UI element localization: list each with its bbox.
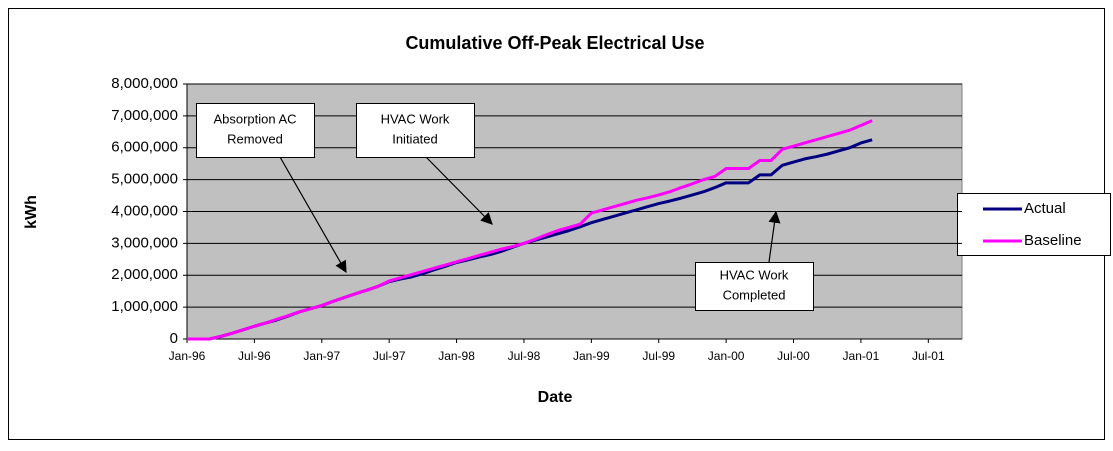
annotation-text: Absorption AC bbox=[213, 111, 296, 126]
annotation-text: HVAC Work bbox=[381, 111, 450, 126]
annotation-text: Initiated bbox=[392, 131, 438, 146]
y-tick-label: 3,000,000 bbox=[111, 234, 178, 251]
annotation-text: HVAC Work bbox=[720, 267, 789, 282]
x-tick-label: Jul-00 bbox=[777, 349, 810, 363]
x-tick-label: Jul-01 bbox=[912, 349, 945, 363]
y-tick-label: 5,000,000 bbox=[111, 171, 178, 188]
annotation-arrow bbox=[279, 156, 347, 274]
y-tick-label: 7,000,000 bbox=[111, 107, 178, 124]
x-tick-label: Jul-99 bbox=[642, 349, 675, 363]
annotation-box bbox=[196, 103, 315, 158]
y-tick-label: 4,000,000 bbox=[111, 202, 178, 219]
x-tick-label: Jan-96 bbox=[169, 349, 206, 363]
legend bbox=[957, 193, 1111, 256]
annotation-text: Removed bbox=[227, 131, 283, 146]
annotation-arrow bbox=[768, 210, 781, 263]
y-tick-label: 6,000,000 bbox=[111, 139, 178, 156]
x-tick-label: Jul-97 bbox=[373, 349, 406, 363]
annotation-text: Completed bbox=[723, 287, 786, 302]
x-tick-label: Jan-99 bbox=[573, 349, 610, 363]
x-tick-label: Jan-98 bbox=[438, 349, 475, 363]
y-tick-label: 2,000,000 bbox=[111, 266, 178, 283]
annotation-box bbox=[695, 262, 814, 311]
legend-label: Actual bbox=[1024, 200, 1066, 217]
annotation-box bbox=[356, 103, 475, 158]
chart-title: Cumulative Off-Peak Electrical Use bbox=[405, 33, 704, 53]
y-tick-label: 1,000,000 bbox=[111, 298, 178, 315]
legend-label: Baseline bbox=[1024, 232, 1082, 249]
y-tick-label: 8,000,000 bbox=[111, 75, 178, 92]
annotation-arrow bbox=[425, 156, 493, 225]
line-series bbox=[187, 119, 873, 341]
y-tick-label: 0 bbox=[170, 330, 178, 347]
x-tick-label: Jan-01 bbox=[843, 349, 880, 363]
x-axis-label: Date bbox=[538, 389, 573, 406]
x-tick-label: Jan-00 bbox=[708, 349, 745, 363]
y-axis-label: kWh bbox=[23, 195, 40, 229]
x-tick-label: Jul-96 bbox=[238, 349, 271, 363]
x-tick-label: Jul-98 bbox=[508, 349, 541, 363]
x-tick-label: Jan-97 bbox=[303, 349, 340, 363]
